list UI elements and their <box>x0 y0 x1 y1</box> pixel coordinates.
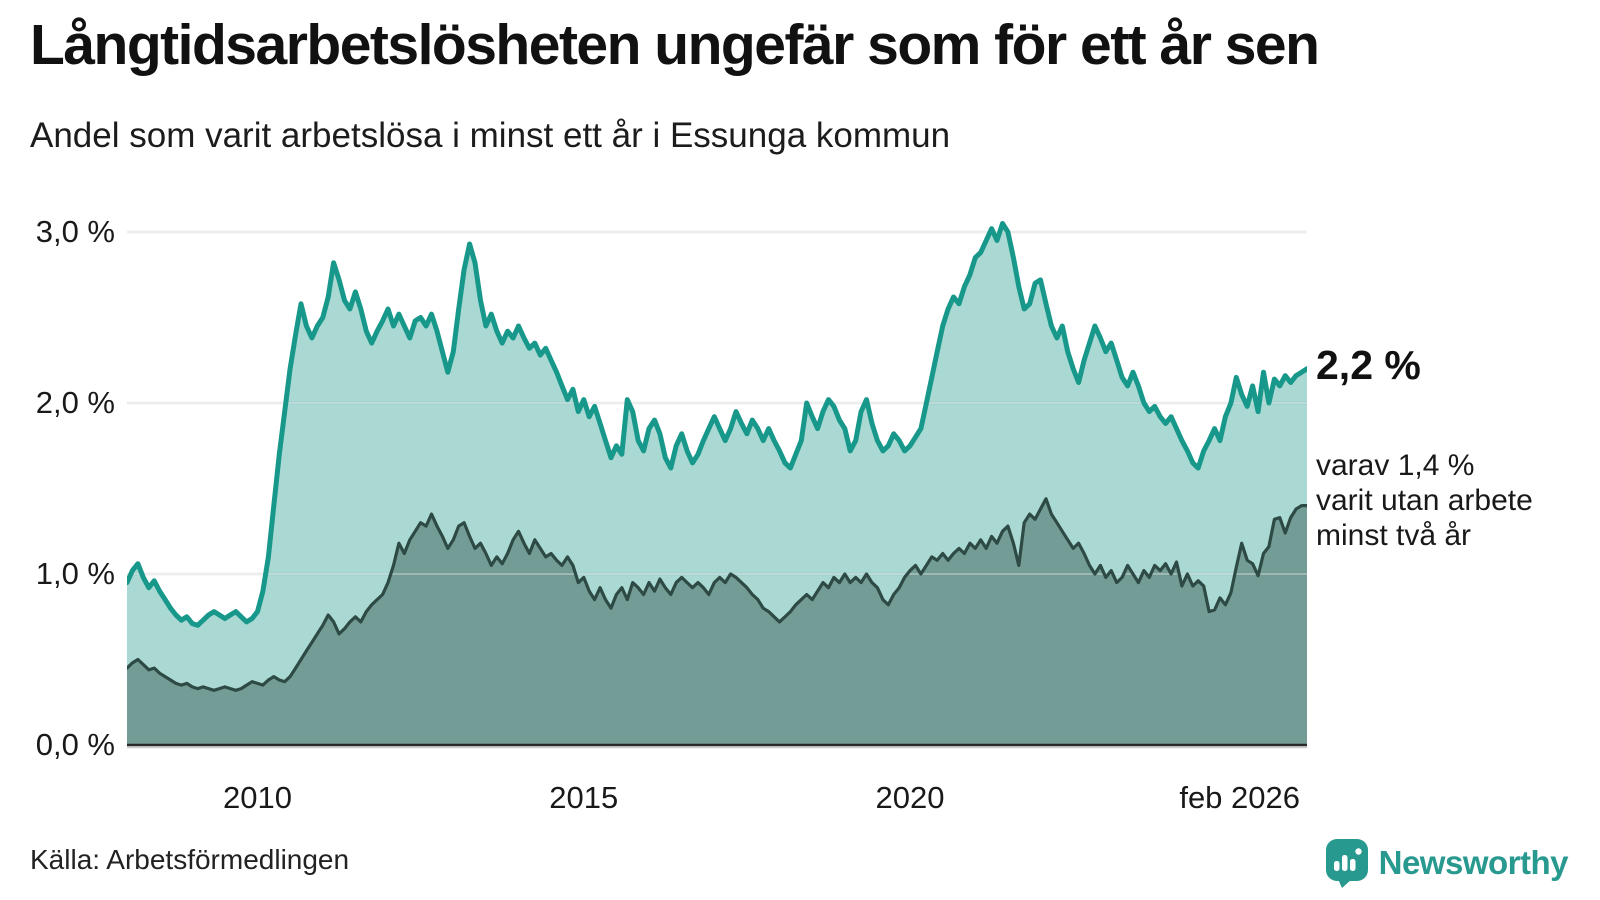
page-subtitle: Andel som varit arbetslösa i minst ett å… <box>30 116 951 155</box>
series2-line <box>127 497 1307 692</box>
series1-line <box>127 221 1307 628</box>
newsworthy-logo-icon <box>1325 839 1368 888</box>
newsworthy-brand[interactable]: Newsworthy <box>1325 839 1569 888</box>
x-axis-label: 2015 <box>549 780 619 815</box>
series2-annotation-line3: minst två år <box>1316 519 1472 552</box>
series1-area <box>127 223 1307 745</box>
series2-annotation-line2: varit utan arbete <box>1316 484 1533 517</box>
y-axis-label: 3,0 % <box>35 214 115 249</box>
series1-end-value-label: 2,2 % <box>1316 342 1421 388</box>
x-axis-label: 2020 <box>875 780 945 815</box>
y-axis-label: 1,0 % <box>35 556 115 591</box>
newsworthy-logo-text: Newsworthy <box>1378 844 1569 881</box>
source-note: Källa: Arbetsförmedlingen <box>30 844 350 875</box>
series2-annotation-line1: varav 1,4 % <box>1316 449 1475 482</box>
page-title: Långtidsarbetslösheten ungefär som för e… <box>30 13 1320 77</box>
y-axis-label: 2,0 % <box>35 385 115 420</box>
x-axis-label: feb 2026 <box>1179 780 1300 815</box>
area-chart <box>127 221 1307 749</box>
y-axis-label: 0,0 % <box>35 727 115 762</box>
x-axis-label: 2010 <box>223 780 292 815</box>
series2-area <box>127 498 1307 745</box>
series2-annotation: varav 1,4 % varit utan arbete minst två … <box>1316 448 1533 553</box>
